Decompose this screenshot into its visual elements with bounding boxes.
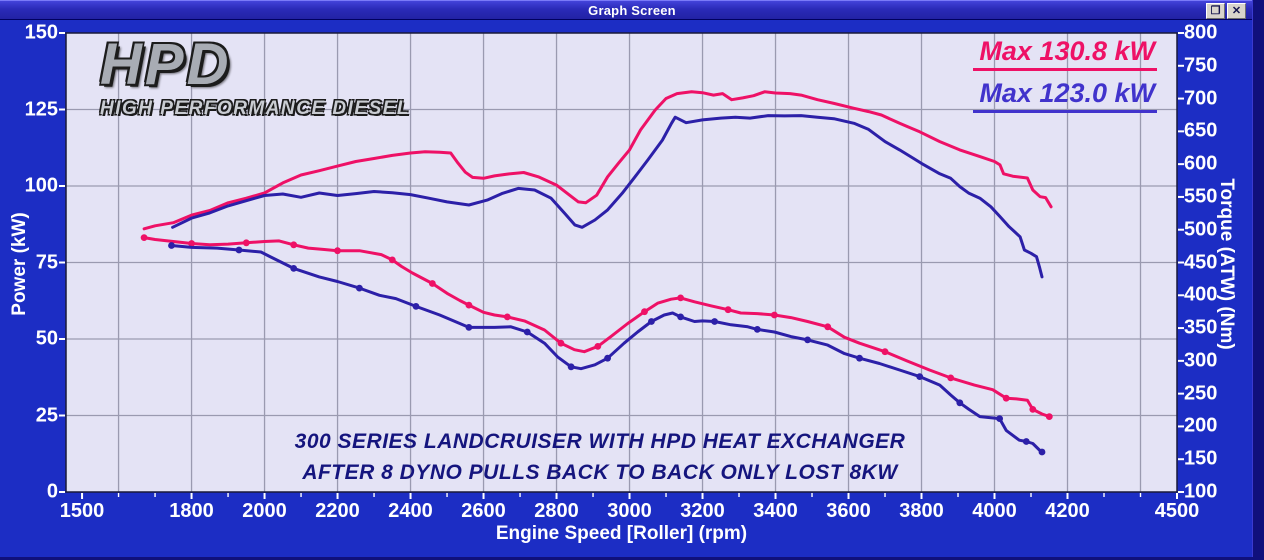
x-axis-title: Engine Speed [Roller] (rpm): [495, 523, 748, 544]
window-right-edge: [1252, 0, 1264, 560]
restore-icon: ❐: [1210, 5, 1221, 17]
restore-button[interactable]: ❐: [1206, 3, 1225, 19]
window-title: Graph Screen: [588, 3, 676, 18]
legend-max-power-run1: Max 130.8 kW: [973, 36, 1157, 71]
close-button[interactable]: ✕: [1227, 3, 1246, 19]
close-icon: ✕: [1231, 5, 1242, 17]
annotation-line-2: AFTER 8 DYNO PULLS BACK TO BACK ONLY LOS…: [302, 461, 898, 484]
right-axis-title: Torque (ATW) (Nm): [1216, 178, 1237, 350]
titlebar: Graph Screen ❐ ✕: [0, 0, 1264, 20]
window-buttons: ❐ ✕: [1206, 3, 1246, 19]
legend-max-power-run8: Max 123.0 kW: [973, 78, 1157, 113]
annotation-line-1: 300 SERIES LANDCRUISER WITH HPD HEAT EXC…: [294, 430, 906, 453]
left-axis-title: Power (kW): [9, 212, 30, 316]
window-bottom-edge: [0, 557, 1264, 560]
legend: Max 130.8 kW Max 123.0 kW: [0, 36, 1157, 120]
